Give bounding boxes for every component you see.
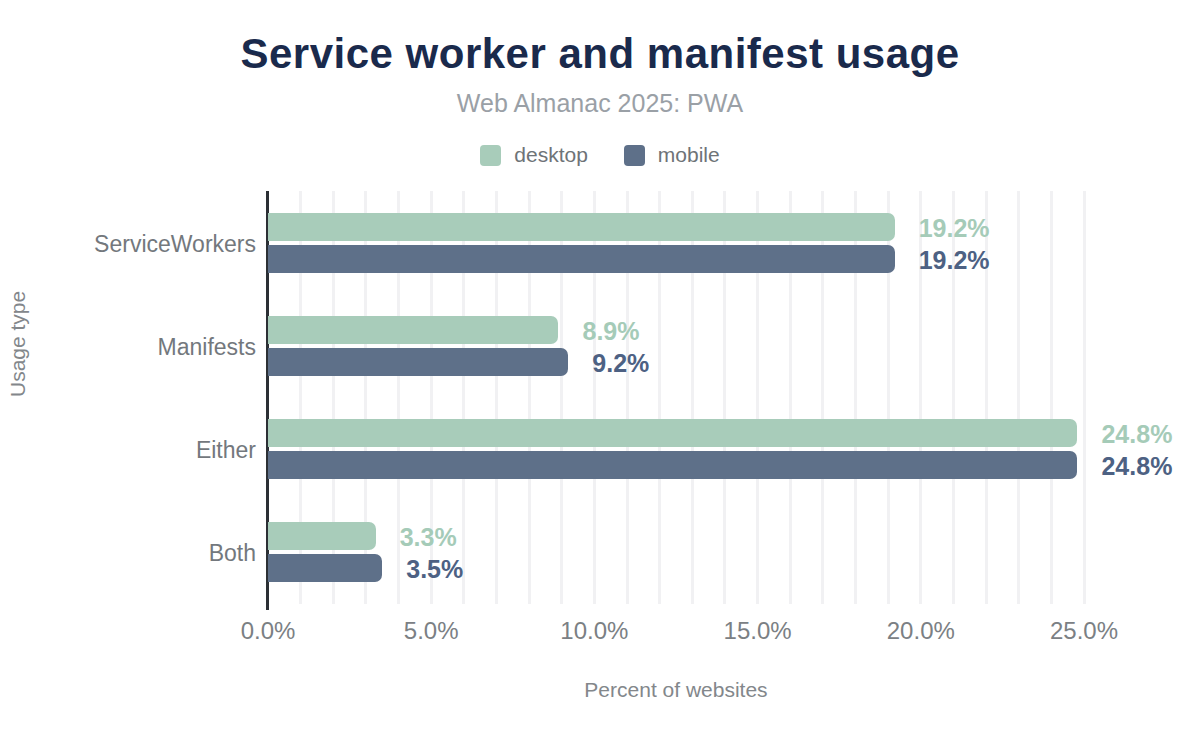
gridline (1083, 191, 1086, 604)
legend-item-desktop[interactable]: desktop (480, 143, 588, 167)
chart-canvas: Service worker and manifest usage Web Al… (0, 0, 1200, 742)
category-label-serviceworkers: ServiceWorkers (6, 230, 256, 257)
legend-swatch-desktop (480, 145, 501, 166)
chart-title: Service worker and manifest usage (0, 30, 1200, 78)
x-tick-15.0%: 15.0% (698, 617, 818, 645)
plot-area: 19.2%19.2%8.9%9.2%24.8%24.8%3.3%3.5% (268, 191, 1084, 604)
value-label-desktop-either: 24.8% (1101, 420, 1172, 449)
x-tick-10.0%: 10.0% (534, 617, 654, 645)
value-label-mobile-serviceworkers: 19.2% (919, 245, 990, 274)
x-axis-title: Percent of websites (268, 678, 1084, 702)
legend-item-mobile[interactable]: mobile (624, 143, 720, 167)
bar-desktop-either (268, 419, 1077, 447)
legend-swatch-mobile (624, 145, 645, 166)
x-tick-20.0%: 20.0% (861, 617, 981, 645)
value-label-desktop-serviceworkers: 19.2% (919, 213, 990, 242)
bar-desktop-serviceworkers (268, 213, 895, 241)
y-axis-title: Usage type (6, 291, 30, 397)
bar-desktop-both (268, 522, 376, 550)
legend: desktop mobile (0, 143, 1200, 167)
category-label-both: Both (6, 540, 256, 567)
value-label-mobile-manifests: 9.2% (592, 348, 649, 377)
bar-mobile-serviceworkers (268, 245, 895, 273)
gridline (1017, 191, 1020, 604)
chart-subtitle: Web Almanac 2025: PWA (0, 89, 1200, 118)
x-tick-5.0%: 5.0% (371, 617, 491, 645)
x-tick-25.0%: 25.0% (1024, 617, 1144, 645)
legend-label-desktop: desktop (514, 143, 588, 167)
bar-mobile-either (268, 451, 1077, 479)
value-label-desktop-both: 3.3% (400, 523, 457, 552)
value-label-mobile-both: 3.5% (406, 555, 463, 584)
bar-mobile-both (268, 554, 382, 582)
category-label-either: Either (6, 437, 256, 464)
bar-desktop-manifests (268, 316, 558, 344)
legend-label-mobile: mobile (658, 143, 720, 167)
bar-mobile-manifests (268, 348, 568, 376)
value-label-desktop-manifests: 8.9% (582, 316, 639, 345)
category-label-manifests: Manifests (6, 333, 256, 360)
gridline (1050, 191, 1053, 604)
x-tick-0.0%: 0.0% (208, 617, 328, 645)
value-label-mobile-either: 24.8% (1101, 452, 1172, 481)
